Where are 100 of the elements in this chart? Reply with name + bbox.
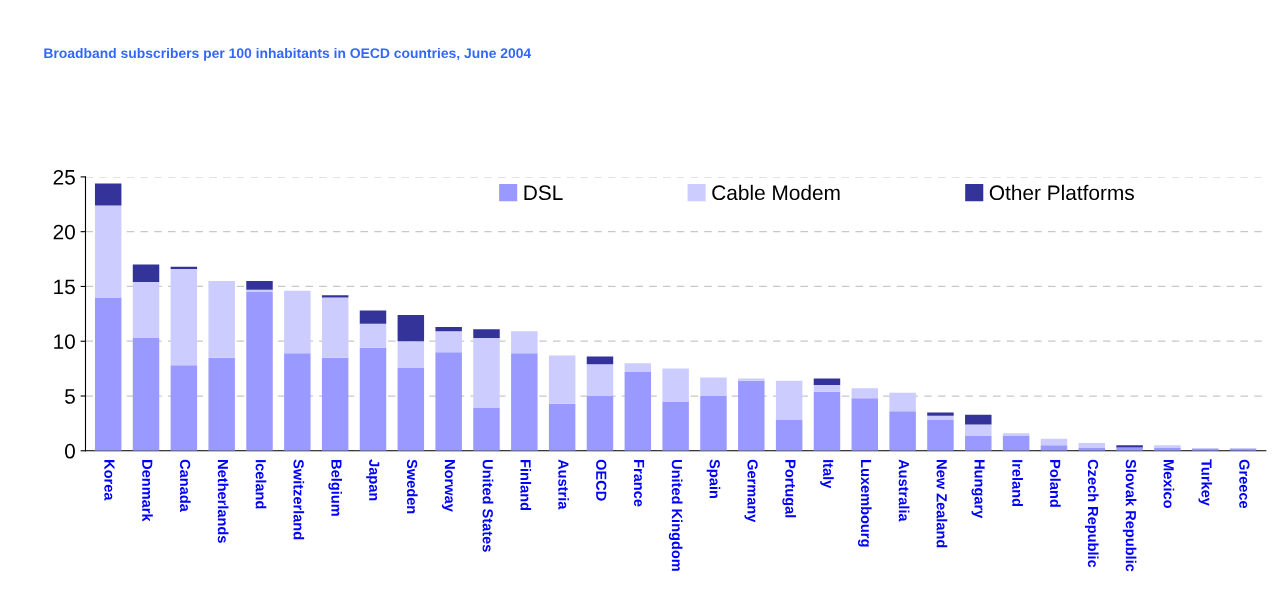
x-tick-label: Switzerland <box>293 459 305 540</box>
x-tick-label: Poland <box>1050 460 1061 507</box>
bar <box>473 329 500 338</box>
bar <box>851 388 879 399</box>
bar <box>511 353 538 451</box>
x-tick-label: Hungary <box>971 460 985 519</box>
bar <box>738 378 765 381</box>
bar <box>246 289 273 292</box>
x-tick-label: United States <box>482 460 494 552</box>
bar <box>284 290 311 354</box>
bar <box>284 353 311 451</box>
bar <box>511 331 538 354</box>
bar <box>548 355 576 404</box>
bar <box>662 401 689 451</box>
bar <box>435 331 462 353</box>
bar <box>359 310 387 324</box>
bar <box>170 266 198 269</box>
y-tick-label: 15 <box>54 279 75 295</box>
bar <box>246 280 273 290</box>
bar <box>397 341 425 368</box>
bar <box>208 357 235 451</box>
x-tick-label: Slovak Republic <box>1122 459 1137 572</box>
bar <box>889 392 916 412</box>
bar <box>435 326 462 332</box>
x-tick-label: Spain <box>706 459 721 498</box>
bar <box>813 385 841 392</box>
legend-label: Cable Modem <box>712 184 840 201</box>
bar <box>397 367 425 451</box>
bar <box>132 282 160 338</box>
bar <box>94 205 122 298</box>
bar <box>321 295 349 298</box>
bar <box>775 420 803 451</box>
x-tick-label: Korea <box>104 460 115 501</box>
x-tick-label: Sweden <box>406 459 418 514</box>
x-tick-label: Denmark <box>142 460 153 522</box>
bar <box>1040 445 1068 451</box>
bar <box>1040 438 1068 446</box>
x-tick-label: Australia <box>898 459 910 522</box>
x-tick-label: Luxembourg <box>857 460 872 547</box>
x-tick-label: Turkey <box>1198 459 1213 506</box>
bar <box>321 357 349 451</box>
bar <box>246 291 273 451</box>
bar <box>586 356 614 365</box>
legend-label: DSL <box>524 185 563 201</box>
bar <box>1002 435 1030 451</box>
x-tick-label: Greece <box>1239 459 1250 509</box>
bar <box>359 347 387 451</box>
bar <box>94 183 122 206</box>
bar <box>738 380 765 451</box>
bar <box>586 396 614 451</box>
x-tick-label: France <box>633 460 645 507</box>
bar <box>94 297 122 451</box>
bar <box>927 420 954 451</box>
x-tick-label: Finland <box>520 460 532 511</box>
bar <box>397 314 425 342</box>
y-tick-label: 5 <box>65 389 75 404</box>
bar <box>321 297 349 358</box>
bar <box>586 364 614 397</box>
bar <box>170 365 198 451</box>
x-tick-label: Austria <box>558 459 569 510</box>
x-tick-label: Czech Republic <box>1084 459 1099 568</box>
x-tick-label: Ireland <box>1012 460 1023 506</box>
bar <box>132 337 160 451</box>
bar <box>1078 443 1106 448</box>
bar <box>624 371 652 451</box>
x-tick-label: Norway <box>441 460 455 512</box>
bar <box>813 391 841 451</box>
x-tick-label: Canada <box>179 459 191 512</box>
bar <box>965 435 992 451</box>
bar <box>700 396 727 451</box>
bar <box>927 415 954 421</box>
x-tick-label: Italy <box>820 460 834 489</box>
bar <box>473 337 500 409</box>
bar <box>927 412 954 416</box>
bar <box>473 408 500 451</box>
x-tick-label: OECD <box>596 459 607 501</box>
chart-title: Broadband subscribers per 100 inhabitants in OECD countries, June 2004 <box>44 47 532 61</box>
legend-label: Other Platforms <box>989 184 1134 201</box>
y-tick-label: 20 <box>53 224 75 240</box>
bar <box>208 280 235 358</box>
bar <box>775 380 803 421</box>
bar <box>132 264 160 283</box>
bar <box>662 368 689 402</box>
bar <box>965 414 992 425</box>
x-tick-label: United Kingdom <box>668 460 683 571</box>
bar <box>548 403 576 451</box>
bar <box>889 411 916 451</box>
bar <box>1002 433 1030 436</box>
bar <box>965 424 992 436</box>
bar <box>813 378 841 386</box>
x-tick-label: Netherlands <box>217 460 229 543</box>
bar <box>359 323 387 348</box>
bar <box>851 398 879 451</box>
x-tick-label: Germany <box>744 459 758 523</box>
bar <box>624 363 652 372</box>
bar <box>435 352 462 451</box>
bar <box>700 377 727 397</box>
x-tick-label: Iceland <box>255 460 267 509</box>
x-tick-label: Belgium <box>328 460 342 516</box>
y-tick-label: 25 <box>53 169 75 185</box>
